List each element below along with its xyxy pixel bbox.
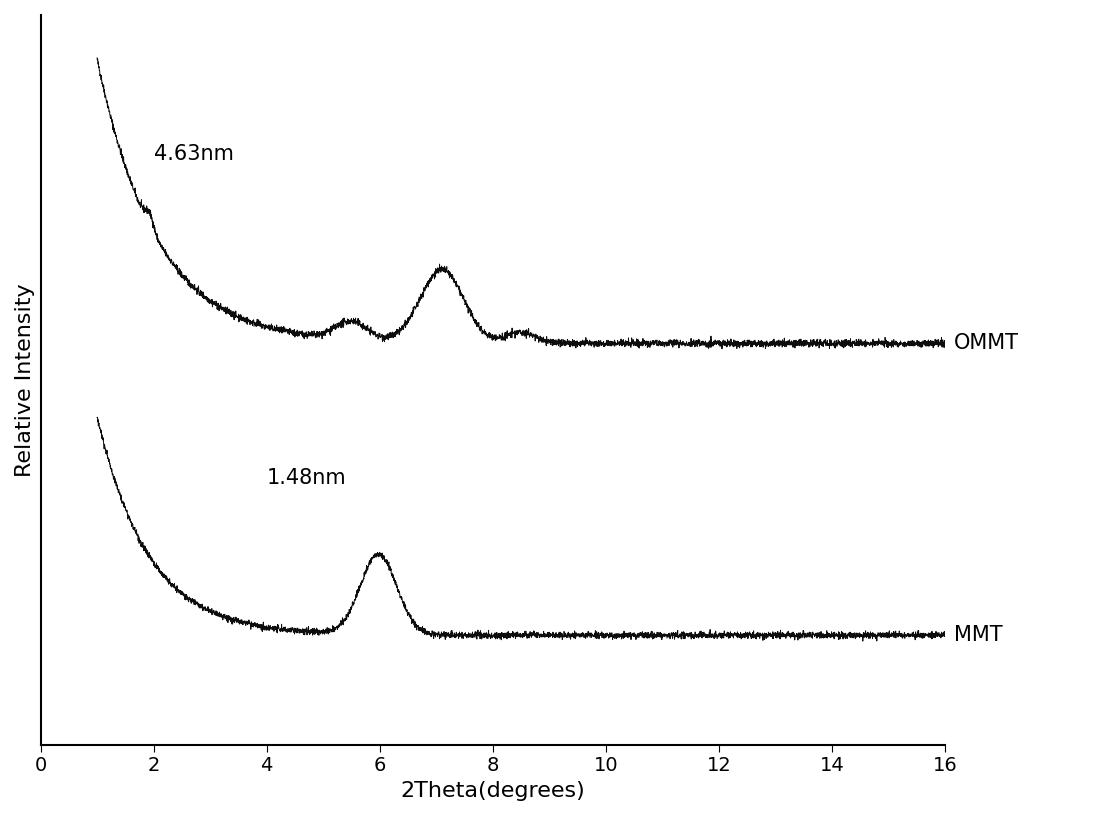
Y-axis label: Relative Intensity: Relative Intensity: [15, 283, 35, 477]
Text: 4.63nm: 4.63nm: [154, 144, 233, 164]
Text: MMT: MMT: [954, 625, 1002, 645]
X-axis label: 2Theta(degrees): 2Theta(degrees): [400, 781, 585, 801]
Text: OMMT: OMMT: [954, 334, 1019, 353]
Text: 1.48nm: 1.48nm: [267, 468, 346, 488]
